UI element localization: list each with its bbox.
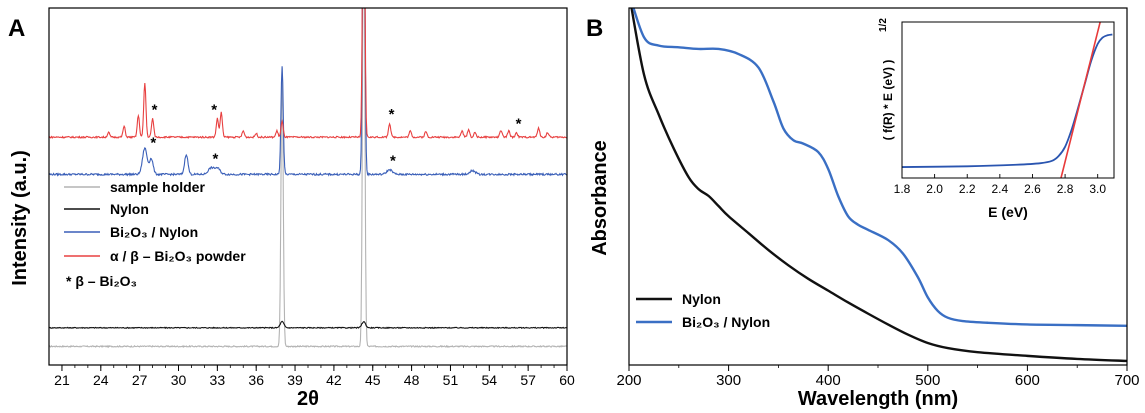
legend-label-bi2o3-nylon: Bi₂O₃ / Nylon xyxy=(110,224,198,240)
inset-x-tick-label: 1.8 xyxy=(894,182,911,196)
x-tick-label: 54 xyxy=(482,372,498,388)
x-tick-label: 36 xyxy=(248,372,264,388)
panel-b-x-ticks: 200 300 400 500 600 700 xyxy=(616,365,1140,389)
panel-a-label: A xyxy=(8,15,25,42)
panel-a: A Intensity (a.u.) * * * * * * * 21 24 27 30 33 36 3… xyxy=(8,7,575,410)
inset-x-tick-label: 2.4 xyxy=(992,182,1009,196)
legend-label-nylon-b: Nylon xyxy=(682,291,721,307)
beta-marker: * xyxy=(516,116,522,133)
x-tick-label: 42 xyxy=(326,372,342,388)
inset-ylabel: ( f(R) * E (eV) ) xyxy=(881,60,895,141)
xrd-line-sample-holder xyxy=(49,8,567,349)
inset-frame xyxy=(901,21,1115,179)
panel-a-plot-area: * * * * * * * xyxy=(49,8,567,349)
panel-a-ylabel: Intensity (a.u.) xyxy=(9,150,31,286)
x-tick-label: 57 xyxy=(520,372,536,388)
xrd-line-bi-o-nylon xyxy=(49,8,567,177)
inset-line-linear-fit xyxy=(1060,22,1101,178)
inset-xlabel: E (eV) xyxy=(988,204,1028,220)
panel-b-ylabel: Absorbance xyxy=(589,140,611,256)
legend-label-bi2o3-nylon-b: Bi₂O₃ / Nylon xyxy=(682,314,770,330)
beta-marker: * xyxy=(211,102,217,119)
inset: 1.8 2.0 2.2 2.4 2.6 2.8 3.0 E (eV) ( f(R) * E … xyxy=(878,18,1115,220)
panel-b-xlabel: Wavelength (nm) xyxy=(798,388,958,410)
beta-marker: * xyxy=(389,106,395,123)
legend-label-nylon: Nylon xyxy=(110,201,149,217)
panel-b: B Absorbance 200 300 400 500 600 700 Waveleng… xyxy=(586,7,1140,410)
beta-marker: * xyxy=(213,151,219,168)
beta-marker: * xyxy=(150,135,156,152)
inset-line-bi-o-nylon-tauc-plot xyxy=(902,33,1113,168)
beta-phase-annotation: * β – Bi₂O₃ xyxy=(66,273,137,289)
x-tick-label: 39 xyxy=(287,372,303,388)
inset-x-tick-label: 2.6 xyxy=(1024,182,1041,196)
inset-background xyxy=(902,22,1114,178)
x-tick-label: 45 xyxy=(365,372,381,388)
x-tick-label: 51 xyxy=(443,372,459,388)
inset-x-tick-label: 2.0 xyxy=(926,182,943,196)
x-tick-label: 48 xyxy=(404,372,420,388)
absorbance-line-bi-o-nylon xyxy=(632,8,1127,327)
x-tick-label: 600 xyxy=(1015,372,1040,389)
panel-b-label: B xyxy=(586,15,603,42)
beta-markers: * * * * * * * xyxy=(150,102,521,170)
inset-plot-area xyxy=(902,22,1113,178)
legend-label-sample-holder: sample holder xyxy=(110,179,205,195)
inset-x-ticks: 1.8 2.0 2.2 2.4 2.6 2.8 3.0 xyxy=(894,174,1106,196)
legend-label-bi2o3-powder: α / β – Bi₂O₃ powder xyxy=(110,248,246,264)
x-tick-label: 33 xyxy=(210,372,226,388)
panel-b-legend: Nylon Bi₂O₃ / Nylon xyxy=(636,291,770,330)
inset-ylabel-exponent: 1/2 xyxy=(878,18,889,32)
x-tick-label: 24 xyxy=(93,372,109,388)
panel-a-legend: sample holder Nylon Bi₂O₃ / Nylon α / β … xyxy=(64,179,246,289)
panel-a-x-ticks: 21 24 27 30 33 36 39 42 45 48 51 54 57 60 xyxy=(54,365,575,388)
inset-x-tick-label: 3.0 xyxy=(1089,182,1106,196)
x-tick-label: 400 xyxy=(816,372,841,389)
panel-b-plot-area xyxy=(630,8,1127,363)
x-tick-label: 27 xyxy=(132,372,148,388)
x-tick-label: 300 xyxy=(716,372,741,389)
x-tick-label: 500 xyxy=(915,372,940,389)
panel-a-xlabel: 2θ xyxy=(297,388,319,410)
beta-marker: * xyxy=(152,102,158,119)
inset-ylabel-group: ( f(R) * E (eV) ) 1/2 xyxy=(878,18,895,141)
x-tick-label: 21 xyxy=(54,372,70,388)
x-tick-label: 30 xyxy=(171,372,187,388)
x-tick-label: 700 xyxy=(1114,372,1139,389)
xrd-line-nylon xyxy=(49,320,567,330)
inset-x-tick-label: 2.2 xyxy=(959,182,976,196)
xrd-line-bi-o-powder xyxy=(49,8,567,140)
beta-marker: * xyxy=(390,153,396,170)
inset-x-tick-label: 2.8 xyxy=(1057,182,1074,196)
x-tick-label: 200 xyxy=(616,372,641,389)
x-tick-label: 60 xyxy=(559,372,575,388)
absorbance-line-nylon xyxy=(630,8,1127,363)
